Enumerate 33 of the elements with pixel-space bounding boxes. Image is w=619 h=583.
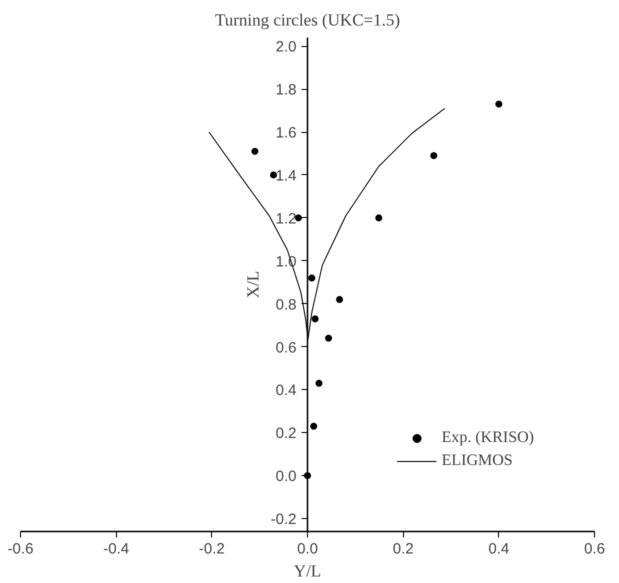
point: [310, 422, 318, 430]
point: [315, 380, 322, 387]
y-tick-label: 0.0: [276, 468, 297, 486]
point: [375, 214, 382, 222]
x-tick-label: -0.4: [103, 540, 130, 558]
y-tick-label: 2.0: [276, 38, 297, 56]
y-tick-label: 1.6: [276, 124, 297, 142]
point: [336, 296, 344, 304]
point: [308, 274, 316, 282]
y-tick-label: 0.4: [276, 382, 297, 400]
legend-label: ELIGMOS: [442, 452, 513, 470]
y-tick-label: 1.2: [276, 210, 297, 228]
y-tick-label: 0.6: [276, 339, 297, 356]
x-tick-label: 0.2: [392, 540, 414, 558]
y-tick-label: 1.8: [276, 82, 297, 99]
y-axis-title: X/L: [244, 270, 263, 298]
x-axis-title: Y/L: [294, 562, 322, 580]
point: [495, 100, 502, 108]
y-tick-label: 1.4: [276, 167, 297, 184]
point: [430, 152, 438, 160]
chart-title: Turning circles (UKC=1.5): [214, 10, 400, 30]
x-tick-label: 0.6: [584, 540, 605, 558]
legend-label: Exp. (KRISO): [442, 429, 534, 447]
x-tick-label: 0.0: [297, 540, 318, 558]
x-tick-label: -0.6: [8, 540, 34, 558]
y-tick-label: -0.2: [270, 511, 297, 528]
y-tick-label: 0.2: [276, 425, 297, 442]
point: [251, 148, 258, 155]
y-tick-label: 0.8: [276, 296, 297, 314]
x-tick-label: -0.2: [198, 540, 225, 558]
point: [325, 334, 332, 342]
point: [312, 315, 319, 322]
x-tick-label: 0.4: [488, 540, 510, 558]
